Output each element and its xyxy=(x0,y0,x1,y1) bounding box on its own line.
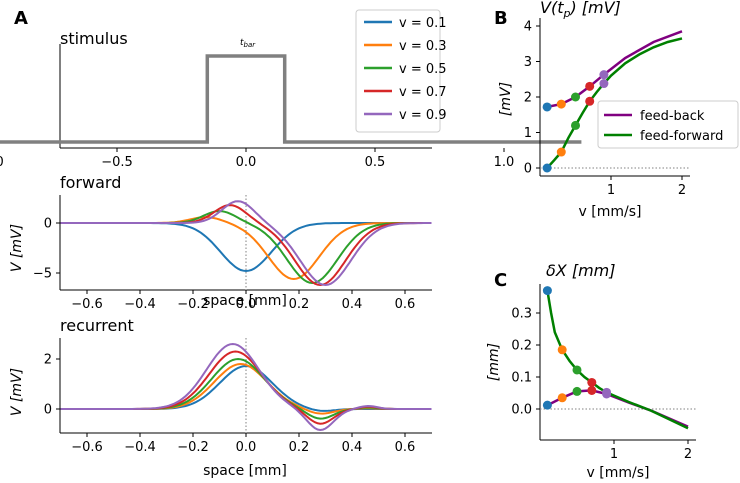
panel-b-feedback-point-0 xyxy=(542,102,552,112)
stimulus-xtick-label-0: −1.0 xyxy=(0,155,4,170)
recurrent-xtick-label-0: −0.6 xyxy=(71,440,103,455)
forward-xtick-label-6: 0.6 xyxy=(395,297,416,312)
recurrent-xtick-label-4: 0.2 xyxy=(289,440,310,455)
forward-xtick-label-2: −0.2 xyxy=(177,297,209,312)
panel-label-c: C xyxy=(494,270,507,291)
legend-label-2: v = 0.5 xyxy=(399,62,447,77)
panel-c-feedback-point-3 xyxy=(587,385,597,395)
recurrent-xtick-label-5: 0.4 xyxy=(342,440,363,455)
forward-xtick-label-4: 0.2 xyxy=(289,297,310,312)
forward-xlabel: space [mm] xyxy=(203,293,287,309)
recurrent-ytick-label-1: 0 xyxy=(44,403,52,418)
forward-ytick-label-1: −5 xyxy=(33,267,52,282)
forward-plot: forward −0.6 −0.4 −0.2 0.0 0.2 0.4 0.6 0 −5 spac… xyxy=(9,173,432,312)
panel-b-legend-frame xyxy=(597,100,739,149)
panel-b-feedback-point-3 xyxy=(585,81,595,91)
legend-label-0: v = 0.1 xyxy=(399,16,447,31)
recurrent-xlabel: space [mm] xyxy=(203,463,287,479)
panel-b-feedforward-point-4 xyxy=(599,79,609,89)
panel-b-ytick-label-1: 1 xyxy=(524,126,532,141)
panel-c-ytick-label-1: 0.1 xyxy=(511,371,532,386)
panel-b-feedback-point-1 xyxy=(556,99,566,109)
panel-b-ylabel: [mV] xyxy=(498,82,514,116)
panel-b-plot: V(tp) [mV] 1 2 0 1 2 3 4 v [mm/s] [mV] feed-ba… xyxy=(498,0,739,220)
panel-b-xtick-label-1: 2 xyxy=(678,183,686,198)
panel-b-ytick-label-3: 3 xyxy=(524,55,532,70)
panel-b-xlabel: v [mm/s] xyxy=(579,204,642,220)
panel-c-feedback-point-1 xyxy=(557,393,567,403)
stimulus-xtick-label-1: −0.5 xyxy=(101,155,133,170)
panel-c-series-1 xyxy=(546,290,689,430)
recurrent-xtick-label-6: 0.6 xyxy=(395,440,416,455)
forward-ylabel: V [mV] xyxy=(9,224,25,272)
forward-title: forward xyxy=(60,173,121,192)
legend-feedback-label: feed-back xyxy=(640,109,705,124)
panel-b-xtick-label-0: 1 xyxy=(607,183,615,198)
recurrent-xtick-label-2: −0.2 xyxy=(177,440,209,455)
recurrent-plot: recurrent −0.6 −0.4 −0.2 0.0 0.2 0.4 0.6 2 0 spa… xyxy=(9,316,432,479)
recurrent-xtick-label-1: −0.4 xyxy=(124,440,156,455)
panel-c-xlabel: v [mm/s] xyxy=(587,465,650,481)
panel-label-b: B xyxy=(494,8,508,29)
panel-b-feedforward-point-3 xyxy=(585,96,595,106)
panel-b-feedforward-point-1 xyxy=(556,147,566,157)
legend-label-3: v = 0.7 xyxy=(399,85,447,100)
panel-b-series-1 xyxy=(546,37,683,169)
stimulus-plot: stimulus −1.0 −0.5 0.0 0.5 1.0 tbar xyxy=(0,29,582,170)
panel-b-feedforward-point-0 xyxy=(542,163,552,173)
recurrent-ylabel: V [mV] xyxy=(9,368,25,416)
panel-c-feedforward-point-1 xyxy=(557,345,567,355)
panel-c-feedforward-point-3 xyxy=(587,377,597,387)
stimulus-xtick-label-3: 0.5 xyxy=(365,155,386,170)
panel-b-ytick-label-4: 4 xyxy=(524,20,532,35)
stimulus-xtick-label-2: 0.0 xyxy=(236,155,257,170)
panel-b-feedback-point-2 xyxy=(571,92,580,102)
stimulus-title: stimulus xyxy=(60,29,128,48)
legend-frame xyxy=(355,9,441,133)
panel-c-plot: δX [mm] 1 2 0.0 0.1 0.2 0.3 v [mm/s] [mm] xyxy=(486,261,696,481)
recurrent-ytick-label-0: 2 xyxy=(44,353,52,368)
legend-v: v = 0.1 v = 0.3 v = 0.5 v = 0.7 v = 0.9 xyxy=(355,9,447,133)
panel-b-ytick-label-0: 0 xyxy=(524,162,532,177)
forward-xtick-label-0: −0.6 xyxy=(71,297,103,312)
panel-label-a: A xyxy=(14,8,28,29)
forward-xtick-label-5: 0.4 xyxy=(342,297,363,312)
forward-xtick-label-1: −0.4 xyxy=(124,297,156,312)
stimulus-xtick-label-4: 1.0 xyxy=(494,155,515,170)
recurrent-series-4 xyxy=(60,342,432,432)
panel-c-title: δX [mm] xyxy=(546,261,616,280)
panel-c-feedforward-point-0 xyxy=(542,286,552,296)
panel-c-ytick-label-3: 0.3 xyxy=(511,307,532,322)
panel-c-feedback-point-0 xyxy=(542,400,552,410)
recurrent-title: recurrent xyxy=(60,316,134,335)
panel-b-title: V(tp) [mV] xyxy=(540,0,621,20)
forward-ytick-label-0: 0 xyxy=(44,217,52,232)
forward-xtick-label-3: 0.0 xyxy=(236,297,257,312)
panel-c-feedback-point-2 xyxy=(572,386,582,396)
legend-label-1: v = 0.3 xyxy=(399,39,447,54)
panel-c-feedforward-point-4 xyxy=(602,387,612,397)
legend-label-4: v = 0.9 xyxy=(399,108,447,123)
forward-series-4 xyxy=(60,200,432,287)
panel-b-feedforward-point-2 xyxy=(571,120,580,130)
panel-c-xtick-label-0: 1 xyxy=(610,447,618,462)
panel-c-ytick-label-2: 0.2 xyxy=(511,339,532,354)
recurrent-xtick-label-3: 0.0 xyxy=(236,440,257,455)
panel-c-ylabel: [mm] xyxy=(486,343,502,381)
panel-c-feedforward-point-2 xyxy=(572,365,582,375)
panel-b-ytick-label-2: 2 xyxy=(524,91,532,106)
legend-feedforward-label: feed-forward xyxy=(640,129,723,144)
panel-b-series-0 xyxy=(546,30,683,109)
stimulus-annotation: tbar xyxy=(240,38,256,49)
panel-c-xtick-label-1: 2 xyxy=(684,447,692,462)
panel-c-ytick-label-0: 0.0 xyxy=(511,403,532,418)
stimulus-trace xyxy=(0,54,582,144)
panel-b-feedback-point-4 xyxy=(599,70,609,80)
